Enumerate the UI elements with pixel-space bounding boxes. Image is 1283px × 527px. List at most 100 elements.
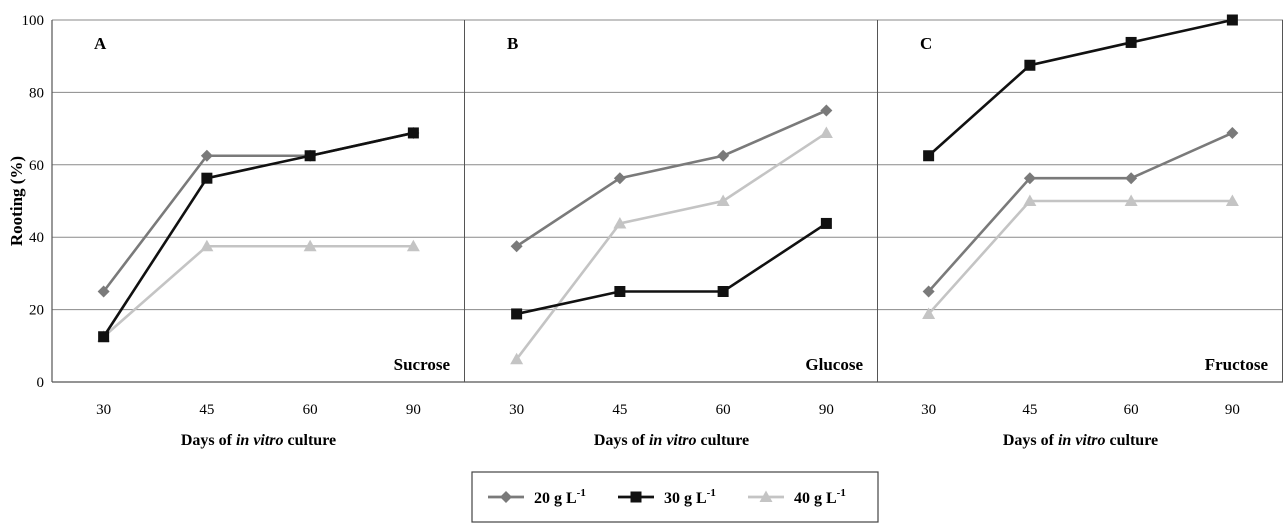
- data-point: [716, 194, 730, 206]
- data-point: [201, 172, 213, 184]
- legend-item: 30 g L-1: [618, 487, 716, 507]
- panel-label: B: [507, 34, 518, 53]
- series-square: [98, 127, 419, 343]
- data-point: [1226, 14, 1238, 26]
- sugar-label: Fructose: [1205, 355, 1269, 374]
- legend-label: 40 g L-1: [794, 487, 846, 507]
- data-point: [200, 149, 213, 162]
- x-tick-label: 60: [716, 402, 731, 418]
- panel-label: C: [920, 34, 932, 53]
- data-point: [1125, 172, 1138, 185]
- series-square: [511, 217, 832, 320]
- legend-label: 30 g L-1: [664, 487, 716, 507]
- x-axis-title-italic: in vitro: [649, 432, 697, 449]
- panel-c: C Fructose 30 45 60 90 Days of in vitro cultur…: [920, 14, 1283, 449]
- x-tick-label: 60: [303, 402, 318, 418]
- data-point: [1124, 194, 1138, 206]
- data-point: [510, 240, 523, 253]
- series-line: [515, 109, 827, 248]
- y-axis-title: Rooting (%): [7, 156, 26, 246]
- x-axis-title-prefix: Days of: [1003, 432, 1058, 449]
- legend-label-sup: -1: [707, 487, 716, 499]
- data-point: [922, 285, 935, 298]
- x-axis-title: Days of in vitro culture: [594, 432, 749, 449]
- data-point: [923, 150, 935, 162]
- data-point: [97, 285, 110, 298]
- y-tick-label: 60: [29, 158, 44, 174]
- data-point: [717, 286, 729, 297]
- x-axis-title-prefix: Days of: [594, 432, 649, 449]
- series-line: [927, 131, 1233, 293]
- x-axis-title: Days of in vitro culture: [181, 432, 336, 449]
- data-point: [820, 217, 832, 229]
- y-tick-label: 40: [29, 230, 44, 246]
- x-axis-title-suffix: culture: [284, 432, 337, 449]
- series-triangle: [97, 239, 420, 342]
- data-point: [406, 239, 420, 252]
- legend-label-sup: -1: [837, 487, 846, 499]
- data-point: [717, 149, 730, 162]
- series-line: [927, 199, 1233, 315]
- data-point: [200, 239, 214, 252]
- legend-marker: [630, 491, 642, 503]
- series-line: [516, 222, 828, 316]
- panel-label: A: [94, 34, 107, 53]
- x-tick-label: 90: [819, 402, 834, 418]
- data-point: [820, 104, 833, 117]
- gridlines: [52, 19, 1283, 311]
- data-point: [511, 308, 523, 320]
- x-axis-title-suffix: culture: [697, 432, 750, 449]
- panel-b: B Glucose 30 45 60 90 Days of in vitro culture: [507, 20, 878, 449]
- data-point: [1225, 194, 1239, 206]
- legend-label-base: 40 g L: [794, 490, 837, 507]
- legend-marker: [759, 490, 773, 502]
- data-point: [407, 127, 419, 139]
- series-line: [515, 131, 828, 360]
- x-tick-label: 45: [1022, 402, 1037, 418]
- data-point: [613, 216, 627, 229]
- sugar-label: Sucrose: [394, 355, 451, 374]
- chart-panels: A Sucrose 30 45 60 90 Days of in vitro culture…: [51, 14, 1283, 449]
- series-diamond: [510, 104, 833, 253]
- series-line: [102, 131, 414, 338]
- series-triangle: [922, 194, 1239, 319]
- data-point: [1023, 172, 1036, 185]
- data-point: [304, 150, 316, 162]
- x-tick-label: 30: [921, 402, 936, 418]
- data-point: [303, 239, 317, 252]
- series-line: [927, 18, 1233, 157]
- legend-label: 20 g L-1: [534, 487, 586, 507]
- series-square: [923, 14, 1238, 162]
- y-tick-label: 20: [29, 303, 44, 319]
- panel-a: A Sucrose 30 45 60 90 Days of in vitro culture: [94, 20, 465, 449]
- data-point: [98, 331, 110, 343]
- series-triangle: [510, 126, 833, 365]
- x-tick-label: 90: [1225, 402, 1240, 418]
- data-point: [1125, 36, 1137, 48]
- chart-legend: 20 g L-1 30 g L-1 40 g L-1: [471, 471, 879, 523]
- x-axis-title: Days of in vitro culture: [1003, 432, 1158, 449]
- x-axis-title-italic: in vitro: [236, 432, 284, 449]
- x-tick-label: 90: [406, 402, 421, 418]
- data-point: [819, 126, 833, 138]
- data-point: [614, 286, 626, 297]
- y-tick-label: 100: [22, 13, 45, 29]
- x-tick-label: 60: [1124, 402, 1139, 418]
- x-axis-title-suffix: culture: [1106, 432, 1159, 449]
- x-tick-label: 30: [509, 402, 524, 418]
- sugar-label: Glucose: [805, 355, 863, 374]
- data-point: [613, 172, 626, 185]
- series-line: [102, 244, 414, 338]
- data-point: [1024, 59, 1036, 71]
- data-point: [922, 307, 936, 319]
- x-tick-label: 45: [612, 402, 627, 418]
- series-diamond: [922, 126, 1239, 298]
- legend-label-sup: -1: [577, 487, 586, 499]
- x-tick-label: 30: [96, 402, 111, 418]
- data-point: [1226, 126, 1239, 139]
- legend-item: 20 g L-1: [488, 487, 586, 507]
- y-tick-label: 80: [29, 85, 44, 101]
- x-tick-label: 45: [199, 402, 214, 418]
- legend-label-base: 30 g L: [664, 490, 707, 507]
